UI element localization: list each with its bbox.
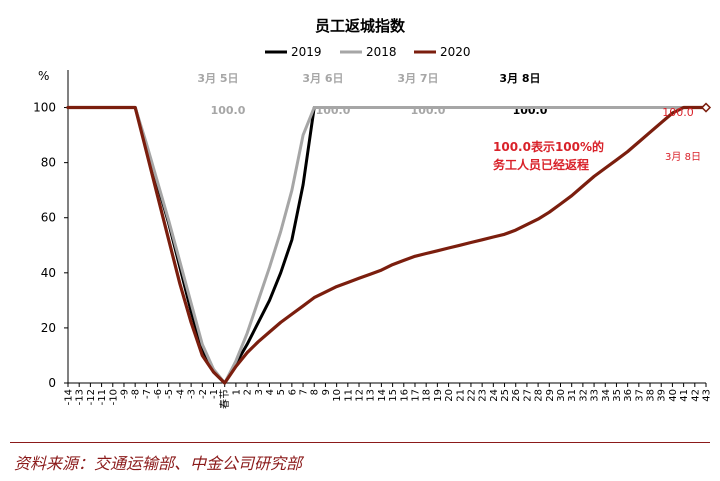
y-tick-label: 60: [41, 211, 56, 225]
x-tick-label: 春节: [219, 389, 231, 409]
x-tick-label: 38: [646, 389, 657, 402]
x-tick-label: 37: [634, 389, 645, 402]
annotation-line-1: 100.0表示100%的: [493, 139, 604, 154]
x-tick-label: 39: [657, 389, 668, 402]
x-tick-label: 27: [522, 389, 533, 402]
x-tick-label: 1: [231, 389, 242, 395]
x-tick-label: 32: [578, 389, 589, 402]
x-tick-label: 40: [668, 389, 679, 402]
x-tick-label: 43: [702, 389, 713, 402]
x-tick-label: 29: [545, 389, 556, 402]
top-value-label: 100.0: [211, 104, 246, 117]
x-tick-label: 19: [433, 389, 444, 402]
series-line-2020: [66, 105, 708, 385]
x-tick-label: 36: [623, 389, 634, 402]
legend: 2019 2018 2020: [265, 45, 471, 59]
series-line-2019: [66, 106, 708, 385]
endpoint-marker: [700, 102, 712, 113]
series-line-2018: [66, 106, 708, 385]
y-tick-label: 40: [41, 266, 56, 280]
endpoint-value-label: 100.0: [662, 106, 694, 119]
y-tick-label: 100: [33, 101, 56, 115]
x-tick-label: -8: [131, 389, 142, 399]
x-tick-label: 18: [422, 389, 433, 402]
y-tick-label: 80: [41, 156, 56, 170]
x-tick-label: 30: [556, 389, 567, 402]
top-date-label: 3月 6日: [302, 72, 343, 85]
x-tick-label: 7: [299, 389, 310, 395]
x-tick-label: -11: [97, 389, 108, 405]
x-tick-label: 31: [567, 389, 578, 402]
x-tick-label: 16: [399, 389, 410, 402]
x-tick-label: -10: [108, 389, 119, 405]
x-tick-label: 24: [489, 389, 500, 402]
top-value-label: 100.0: [411, 104, 446, 117]
x-axis: -14 -13 -12 -11 -10 -9 -8 -7 -6 -5 -4 -3 -2 -1 春节 1 2 3 4 5…: [64, 382, 713, 409]
y-tick-label: 0: [48, 376, 56, 390]
y-axis: 0 20 40 60 80 100: [33, 70, 69, 390]
x-tick-label: 20: [444, 389, 455, 402]
x-tick-label: -5: [164, 389, 175, 399]
x-tick-label: 17: [410, 389, 421, 402]
x-tick-label: -12: [86, 389, 97, 405]
top-date-label: 3月 7日: [397, 72, 438, 85]
x-tick-label: -4: [175, 389, 186, 399]
x-tick-label: 28: [534, 389, 545, 402]
x-tick-label: 23: [478, 389, 489, 402]
top-value-label: 100.0: [316, 104, 351, 117]
x-tick-label: 21: [455, 389, 466, 402]
top-value-label: 100.0: [513, 104, 548, 117]
x-tick-label: 13: [366, 389, 377, 402]
top-labels: 3月 5日 100.0 3月 6日 100.0 3月 7日 100.0 3月 8日 100.0: [197, 72, 547, 117]
legend-label-2019: 2019: [291, 45, 322, 59]
x-tick-label: 11: [343, 389, 354, 402]
x-tick-label: -1: [209, 389, 220, 399]
x-tick-label: -7: [142, 389, 153, 399]
y-unit-label: %: [38, 69, 49, 83]
top-date-label: 3月 8日: [499, 72, 540, 85]
x-tick-label: 10: [332, 389, 343, 402]
x-tick-label: 2: [243, 389, 254, 395]
x-tick-label: 8: [310, 389, 321, 395]
x-tick-label: 3: [254, 389, 265, 395]
series-lines: [66, 102, 712, 385]
annotation-line-2: 务工人员已经返程: [493, 157, 589, 172]
x-tick-label: 22: [466, 389, 477, 402]
x-tick-label: -9: [119, 389, 130, 399]
x-tick-label: 34: [601, 389, 612, 402]
x-tick-label: -6: [153, 389, 164, 399]
x-tick-label: 41: [679, 389, 690, 402]
x-tick-label: 25: [500, 389, 511, 402]
legend-label-2018: 2018: [366, 45, 397, 59]
x-tick-label: 35: [612, 389, 623, 402]
x-tick-label: -3: [187, 389, 198, 399]
x-tick-label: 12: [355, 389, 366, 402]
legend-label-2020: 2020: [440, 45, 471, 59]
x-tick-label: 9: [321, 389, 332, 395]
chart-title: 员工返城指数: [315, 17, 406, 35]
x-tick-label: 14: [377, 389, 388, 402]
endpoint-date-label: 3月 8日: [665, 151, 701, 163]
x-tick-label: 6: [287, 389, 298, 395]
top-date-label: 3月 5日: [197, 72, 238, 85]
source-note: 资料来源：交通运输部、中金公司研究部: [14, 454, 303, 473]
x-tick-label: 26: [511, 389, 522, 402]
x-tick-label: 5: [276, 389, 287, 395]
x-tick-label: 42: [690, 389, 701, 402]
x-tick-label: -13: [75, 389, 86, 405]
x-tick-label: 33: [590, 389, 601, 402]
x-tick-label: -2: [198, 389, 209, 399]
x-tick-label: 15: [388, 389, 399, 402]
source-divider: [10, 442, 710, 443]
x-tick-label: 4: [265, 389, 276, 395]
x-tick-label: -14: [64, 389, 75, 405]
y-tick-label: 20: [41, 321, 56, 335]
